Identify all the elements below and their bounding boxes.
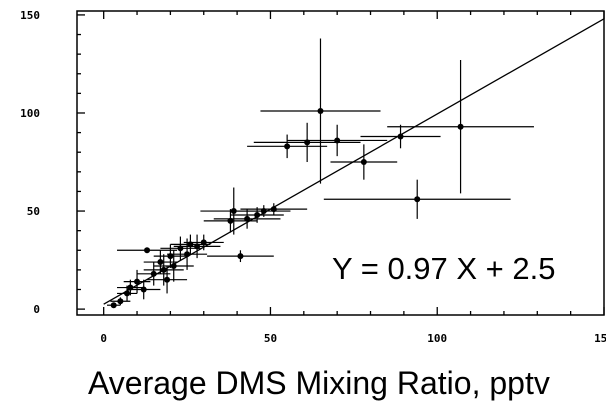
data-point: [270, 206, 277, 213]
data-point: [200, 239, 207, 246]
data-point: [117, 298, 124, 305]
data-point: [304, 139, 311, 146]
data-point: [254, 211, 261, 218]
data-point: [334, 137, 341, 144]
x-tick-label: 150: [594, 332, 606, 345]
x-tick-label: 100: [427, 332, 447, 345]
data-point: [237, 253, 244, 260]
data-point: [124, 290, 131, 297]
y-axis-ticks: 0 50 100 150: [20, 9, 85, 316]
data-point: [244, 215, 251, 222]
data-point: [184, 251, 191, 258]
plot-frame: [76, 10, 605, 316]
x-tick-label: 50: [264, 332, 277, 345]
data-point: [134, 278, 141, 285]
regression-equation: Y = 0.97 X + 2.5: [332, 251, 556, 286]
data-point: [360, 159, 367, 166]
data-point: [230, 208, 237, 215]
data-point: [227, 217, 234, 224]
y-tick-label: 0: [33, 303, 40, 316]
data-point: [414, 196, 421, 203]
y-tick-label: 150: [20, 9, 40, 22]
data-point: [194, 243, 201, 250]
x-tick-label: 0: [100, 332, 107, 345]
data-point: [127, 284, 134, 291]
data-point: [144, 247, 151, 254]
plot-area: [103, 18, 605, 309]
data-point: [157, 259, 164, 266]
data-points: [110, 108, 464, 309]
data-point: [160, 266, 167, 273]
data-point: [110, 302, 117, 309]
data-point: [164, 276, 171, 283]
data-point: [177, 245, 184, 252]
data-point: [170, 262, 177, 269]
data-point: [397, 133, 404, 140]
x-axis-title: Average DMS Mixing Ratio, pptv: [88, 365, 550, 401]
y-tick-label: 50: [27, 205, 40, 218]
y-tick-label: 100: [20, 107, 40, 120]
data-point: [284, 143, 291, 150]
data-point: [167, 253, 174, 260]
data-point: [187, 241, 194, 248]
data-point: [457, 123, 464, 130]
data-point: [140, 286, 147, 293]
x-axis-ticks: 0 50 100 150: [100, 11, 606, 345]
data-point: [150, 270, 157, 277]
data-point: [260, 208, 267, 215]
data-point: [317, 108, 324, 115]
